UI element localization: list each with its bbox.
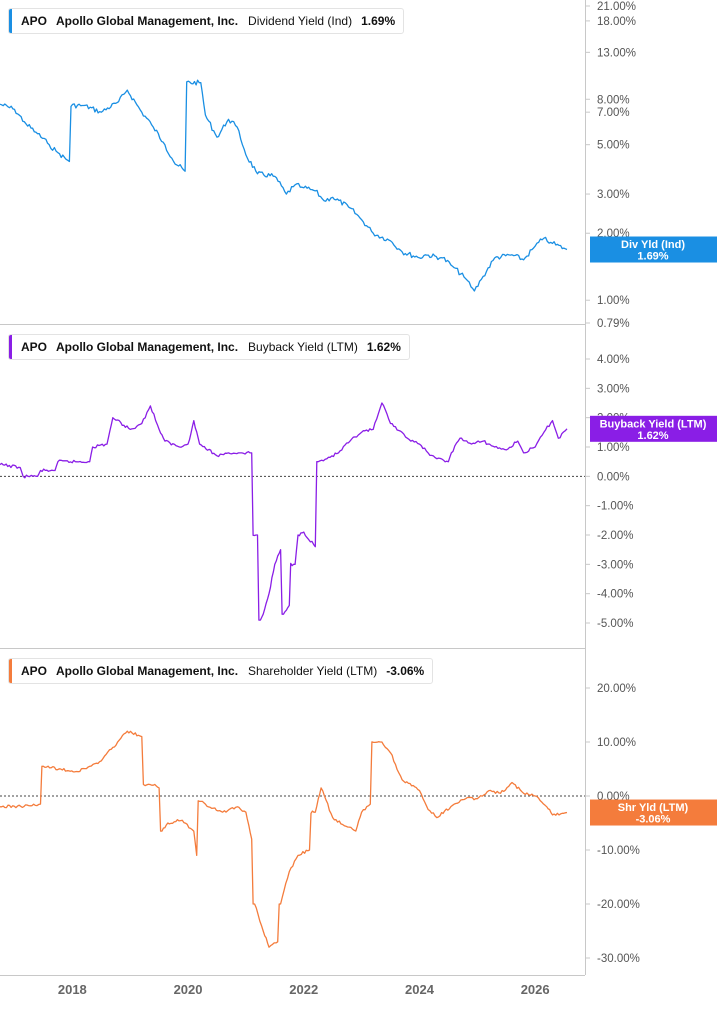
series-line-2 [0,730,568,948]
y-tick-label: 18.00% [597,16,636,28]
legend-ticker: APO [21,14,48,28]
y-tick-label: 20.00% [597,683,636,695]
y-tick-label: -1.00% [597,501,633,513]
value-tag-label: Shr Yld (LTM) [618,802,689,814]
value-tag-box [590,415,717,442]
y-tick-label: -3.00% [597,559,633,571]
value-tag-label: Div Yld (Ind) [621,239,685,251]
y-tick-label: 21.00% [597,1,636,13]
y-tick-label: 1.00% [597,295,630,307]
y-tick-label: 8.00% [597,94,630,106]
legend-value: 1.69% [361,14,396,28]
value-tag-label: Buyback Yield (LTM) [600,418,707,430]
legend-ticker: APO [21,340,48,354]
value-tag-box [590,236,717,263]
value-tag-value: 1.69% [637,251,668,263]
series-line-0 [0,79,568,292]
y-tick-label: -4.00% [597,589,633,601]
y-tick-label: 1.00% [597,442,630,454]
y-tick-label: 7.00% [597,107,630,119]
legend-color-bar [9,659,12,683]
value-tag: Shr Yld (LTM)-3.06% [590,799,717,826]
y-tick-label: 5.00% [597,140,630,152]
legend-company: Apollo Global Management, Inc. [56,14,239,28]
value-tag: Buyback Yield (LTM)1.62% [590,415,717,442]
x-tick-label: 2018 [58,982,87,997]
y-tick-label: 10.00% [597,737,636,749]
value-tag-box [590,799,717,826]
legend-color-bar [9,335,12,359]
legend-value: 1.62% [366,340,401,354]
legend-metric: Shareholder Yield (LTM) [248,664,378,678]
x-tick-label: 2022 [289,982,318,997]
value-tag: Div Yld (Ind)1.69% [590,236,717,263]
y-tick-label: -10.00% [597,845,640,857]
y-tick-label: -30.00% [597,953,640,965]
legend-metric: Buyback Yield (LTM) [248,340,358,354]
y-tick-label: 13.00% [597,47,636,59]
series-line-1 [0,402,568,621]
y-tick-label: -20.00% [597,899,640,911]
legend-metric: Dividend Yield (Ind) [248,14,353,28]
value-tag-value: -3.06% [636,814,671,826]
y-tick-label: -2.00% [597,530,633,542]
y-tick-label: 4.00% [597,354,630,366]
legend-buyback-yield[interactable]: APO Apollo Global Management, Inc. Buyba… [8,334,410,360]
legend-company: Apollo Global Management, Inc. [56,664,239,678]
legend-ticker: APO [21,664,48,678]
y-tick-label: 3.00% [597,383,630,395]
x-tick-label: 2020 [174,982,203,997]
y-tick-label: 0.79% [597,318,630,330]
legend-dividend-yield[interactable]: APO Apollo Global Management, Inc. Divid… [8,8,405,34]
y-tick-label: 3.00% [597,189,630,201]
legend-company: Apollo Global Management, Inc. [56,340,239,354]
x-tick-label: 2024 [405,982,435,997]
y-tick-label: -5.00% [597,618,633,630]
y-tick-label: 0.00% [597,471,630,483]
x-tick-label: 2026 [521,982,550,997]
legend-color-bar [9,9,12,33]
value-tag-value: 1.62% [637,430,668,442]
legend-value: -3.06% [386,664,425,678]
legend-shareholder-yield[interactable]: APO Apollo Global Management, Inc. Share… [8,658,434,684]
